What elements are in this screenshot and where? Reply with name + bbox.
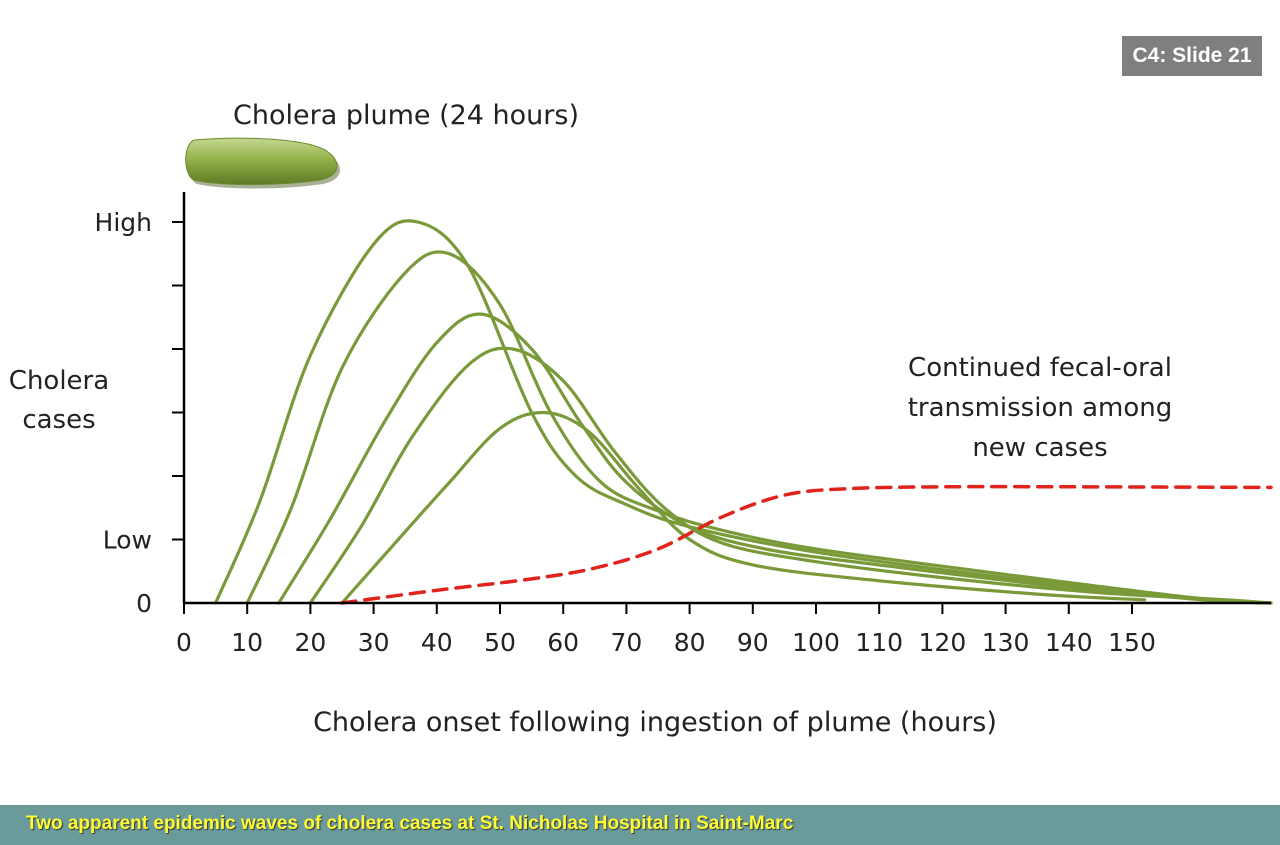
series-line-wave-1 — [214, 219, 1273, 605]
x-tick-label: 20 — [294, 628, 326, 657]
transmission-annotation: Continued fecal-oral transmission among … — [880, 348, 1200, 468]
x-tick-label: 130 — [982, 628, 1030, 657]
annotation-line: Continued fecal-oral — [908, 353, 1172, 383]
x-axis-label: Cholera onset following ingestion of plu… — [313, 707, 997, 738]
slide-number-badge: C4: Slide 21 — [1122, 36, 1262, 76]
series-line-continued-transmission — [340, 484, 1273, 605]
chart-area: 0 10 20 30 40 50 60 70 80 90 100 110 120 130 140 150 0 Lo… — [95, 192, 1273, 657]
y-tick-label: Low — [103, 526, 152, 555]
y-axis-label: Cholera cases — [0, 362, 118, 440]
x-tick-label: 140 — [1045, 628, 1093, 657]
annotation-line: transmission among — [907, 393, 1173, 423]
series-line-wave-4 — [308, 346, 1273, 605]
series-line-wave-3 — [277, 312, 1273, 605]
annotation-line: new cases — [972, 433, 1108, 463]
x-tick-label: 90 — [737, 628, 769, 657]
x-tick-label: 0 — [176, 628, 192, 657]
plume-label: Cholera plume (24 hours) — [233, 100, 579, 131]
x-tick-label: 110 — [855, 628, 903, 657]
series-line-wave-5 — [340, 410, 1147, 605]
x-tick-label: 60 — [547, 628, 579, 657]
x-tick-label: 40 — [421, 628, 453, 657]
plume-icon — [185, 137, 341, 189]
y-axis-label-line: Cholera — [8, 366, 110, 396]
x-tick-label: 10 — [231, 628, 263, 657]
y-axis-label-line: cases — [22, 405, 96, 435]
y-tick-label: 0 — [136, 589, 152, 618]
x-tick-label: 80 — [674, 628, 706, 657]
x-tick-label: 100 — [792, 628, 840, 657]
y-tick-label: High — [95, 208, 152, 237]
x-tick-label: 30 — [358, 628, 390, 657]
footer-caption: Two apparent epidemic waves of cholera c… — [26, 813, 794, 834]
series-line-wave-2 — [245, 250, 1273, 605]
footer-banner: Two apparent epidemic waves of cholera c… — [0, 805, 1280, 845]
x-tick-label: 70 — [610, 628, 642, 657]
x-tick-label: 120 — [919, 628, 967, 657]
x-tick-label: 50 — [484, 628, 516, 657]
x-tick-label: 150 — [1108, 628, 1156, 657]
